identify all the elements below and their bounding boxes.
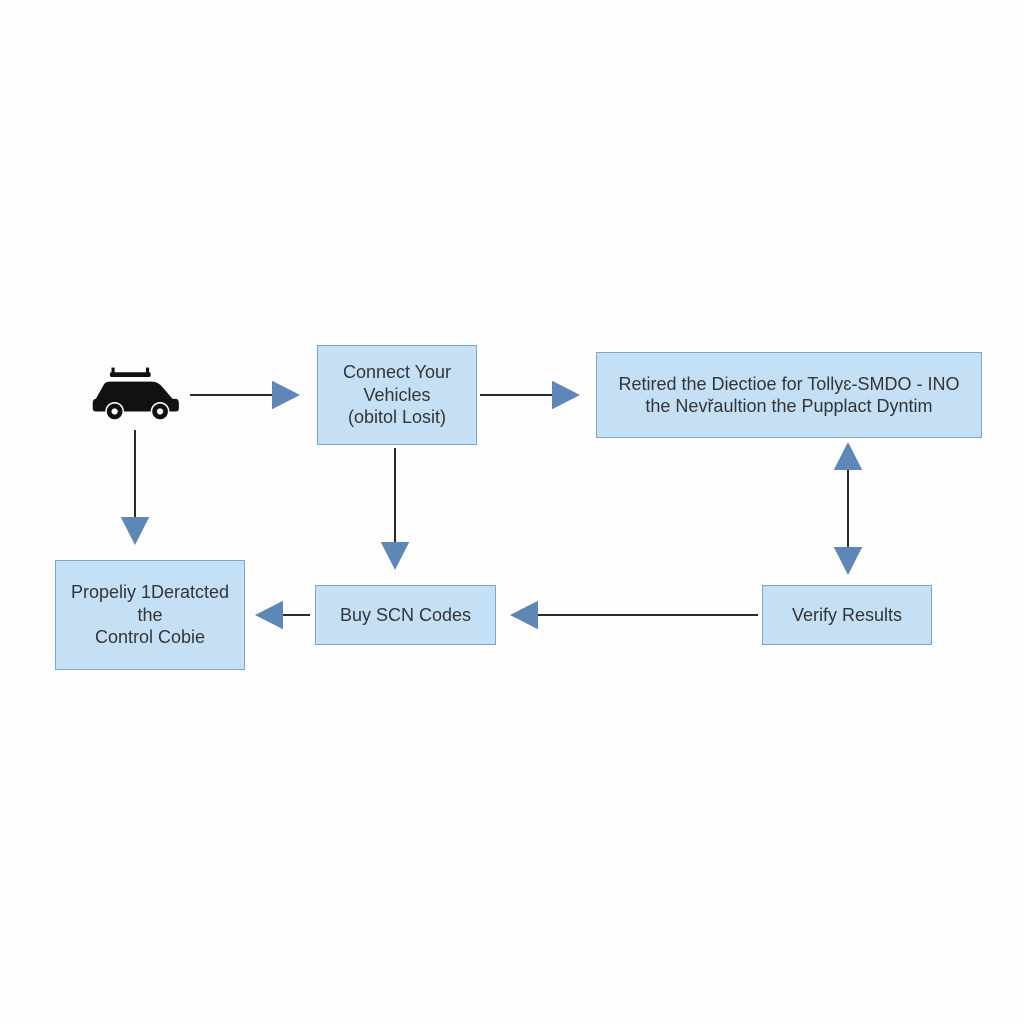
flowchart-canvas: Connect Your Vehicles (obitol Losit)Reti…: [0, 0, 1024, 1024]
flowchart-node-retired: Retired the Diectioe for Tollyɛ-SMDO - I…: [596, 352, 982, 438]
flowchart-arrow-car-to-propel: [95, 390, 175, 585]
flowchart-arrow-connect-to-buy: [355, 408, 435, 610]
flowchart-arrow-retired-to-verify: [808, 402, 888, 615]
node-label: Propeliy 1Deratcted the Control Cobie: [71, 581, 229, 649]
flowchart-arrow-connect-to-retired: [440, 355, 620, 435]
flowchart-arrow-buy-to-propel: [215, 575, 350, 655]
flowchart-arrow-car-to-connect: [150, 355, 340, 435]
node-label: Retired the Diectioe for Tollyɛ-SMDO - I…: [618, 373, 959, 418]
flowchart-arrow-verify-to-buy: [470, 575, 798, 655]
